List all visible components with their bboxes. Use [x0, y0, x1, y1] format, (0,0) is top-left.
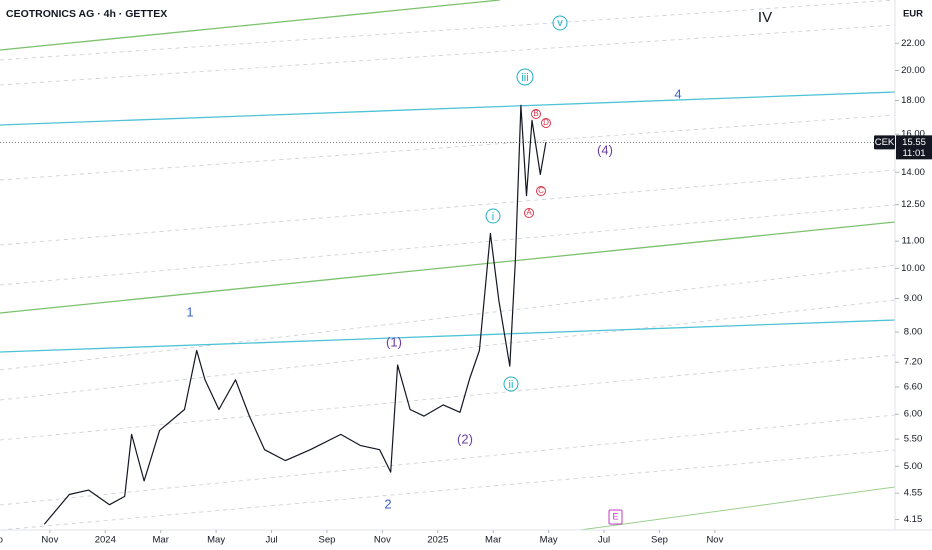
chart-title: CEOTRONICS AG · 4h · GETTEX — [6, 8, 167, 20]
wave-label: (1) — [386, 334, 402, 349]
y-tick-label: 7.20 — [904, 357, 923, 368]
wave-label: (2) — [457, 431, 473, 446]
y-tick-label: 6.00 — [904, 409, 923, 420]
y-tick-label: 8.00 — [904, 327, 923, 338]
wave-label: (4) — [597, 142, 613, 157]
x-tick-label: Nov — [374, 535, 391, 546]
x-tick-label: May — [207, 535, 225, 546]
x-tick-label: 2024 — [95, 535, 116, 546]
wave-label: IV — [758, 9, 772, 26]
wave-label: iii — [521, 72, 528, 84]
x-tick-label: Sep — [651, 535, 668, 546]
x-tick-label: Nov — [41, 535, 58, 546]
wave-label: D — [543, 118, 549, 127]
wave-label: ii — [509, 379, 514, 391]
x-tick-label: Jul — [598, 535, 610, 546]
countdown: 11:01 — [902, 148, 925, 159]
wave-label: v — [557, 17, 563, 29]
x-tick-label: May — [540, 535, 558, 546]
y-tick-label: 20.00 — [901, 65, 925, 76]
wave-label: C — [538, 186, 544, 195]
wave-label: 1 — [186, 304, 193, 319]
wave-label: B — [533, 109, 538, 118]
symbol: CEK — [875, 137, 895, 148]
y-tick-label: 11.00 — [901, 236, 924, 247]
y-tick-label: 9.00 — [904, 293, 923, 304]
price-box — [896, 135, 932, 160]
event-marker[interactable]: E — [612, 511, 618, 521]
y-tick-label: 22.00 — [901, 38, 925, 49]
x-tick-label: Sep — [0, 535, 3, 546]
x-tick-label: Mar — [485, 535, 501, 546]
y-tick-label: 12.50 — [901, 199, 925, 210]
x-tick-label: Nov — [706, 535, 723, 546]
currency: EUR — [903, 9, 923, 20]
symbol-box — [874, 135, 895, 150]
x-tick-label: Sep — [319, 535, 336, 546]
annotations: 1 2 (1) (2) (4) 4 IV i ii iii v A B C D … — [186, 9, 772, 525]
x-tick-label: 2025 — [427, 535, 448, 546]
y-tick-label: 6.60 — [904, 382, 923, 393]
trendlines — [0, 0, 896, 531]
wave-label: A — [526, 208, 532, 217]
y-tick-label: 5.50 — [904, 434, 923, 445]
last-price: 15.55 — [902, 137, 926, 148]
y-tick-label: 16.00 — [901, 129, 925, 140]
y-tick-label: 5.00 — [904, 461, 923, 472]
y-tick-label: 14.00 — [901, 167, 925, 178]
wave-label: 4 — [674, 86, 681, 101]
x-tick-label: Mar — [153, 535, 169, 546]
y-tick-label: 18.00 — [901, 95, 925, 106]
price-line — [43, 104, 547, 525]
wave-label: i — [492, 211, 494, 223]
y-tick-label: 10.00 — [901, 263, 925, 274]
wave-label: 2 — [384, 496, 391, 511]
y-tick-label: 4.15 — [904, 514, 923, 525]
x-tick-label: Jul — [265, 535, 277, 546]
y-tick-label: 4.55 — [904, 488, 923, 499]
